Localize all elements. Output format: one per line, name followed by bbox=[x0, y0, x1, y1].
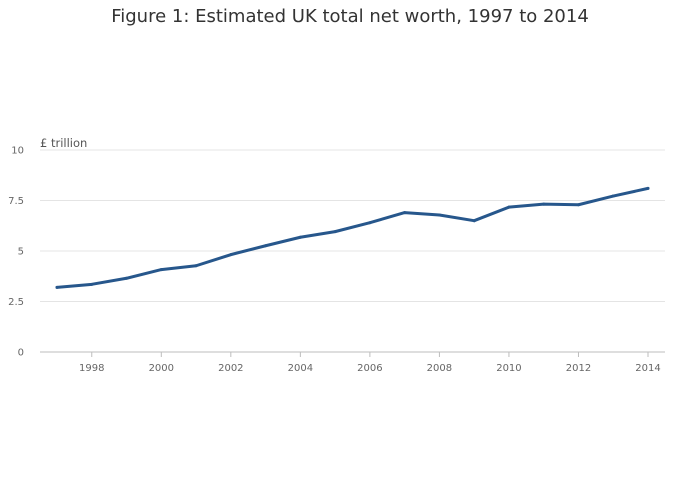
series-layer bbox=[55, 186, 650, 289]
x-tick-label: 2000 bbox=[149, 363, 174, 374]
data-point bbox=[611, 194, 615, 198]
x-tick-label: 2012 bbox=[566, 363, 591, 374]
data-point bbox=[55, 285, 59, 289]
x-tick-label: 2014 bbox=[635, 363, 660, 374]
data-point bbox=[368, 221, 372, 225]
grid-lines bbox=[40, 149, 665, 302]
data-point bbox=[298, 235, 302, 239]
y-tick-label: 2.5 bbox=[8, 297, 24, 308]
data-point bbox=[333, 230, 337, 234]
axes: 0 2.5 5 7.5 10 1998 2000 2002 2004 2006 2008 2010 20… bbox=[8, 146, 665, 374]
x-tick-label: 2004 bbox=[288, 363, 313, 374]
data-point bbox=[576, 203, 580, 207]
y-tick-label: 10 bbox=[11, 146, 24, 157]
y-tick-label: 5 bbox=[18, 247, 24, 258]
data-point bbox=[403, 211, 407, 215]
data-point bbox=[159, 268, 163, 272]
data-point bbox=[264, 244, 268, 248]
y-axis-unit-label: £ trillion bbox=[40, 136, 87, 150]
y-tick-label: 7.5 bbox=[8, 196, 24, 207]
x-tick-label: 2002 bbox=[218, 363, 243, 374]
data-point bbox=[90, 282, 94, 286]
x-tick-label: 2006 bbox=[357, 363, 382, 374]
chart-title: Figure 1: Estimated UK total net worth, … bbox=[111, 6, 589, 27]
data-point bbox=[229, 253, 233, 257]
x-tick-label: 2008 bbox=[427, 363, 452, 374]
data-point bbox=[472, 219, 476, 223]
x-tick-label: 1998 bbox=[79, 363, 104, 374]
data-point bbox=[125, 276, 129, 280]
data-point bbox=[437, 213, 441, 217]
data-point bbox=[507, 205, 511, 209]
y-tick-label: 0 bbox=[18, 348, 24, 359]
data-point bbox=[194, 264, 198, 268]
x-tick-label: 2010 bbox=[496, 363, 521, 374]
data-point bbox=[646, 186, 650, 190]
data-point bbox=[542, 202, 546, 206]
series-line bbox=[55, 186, 650, 289]
